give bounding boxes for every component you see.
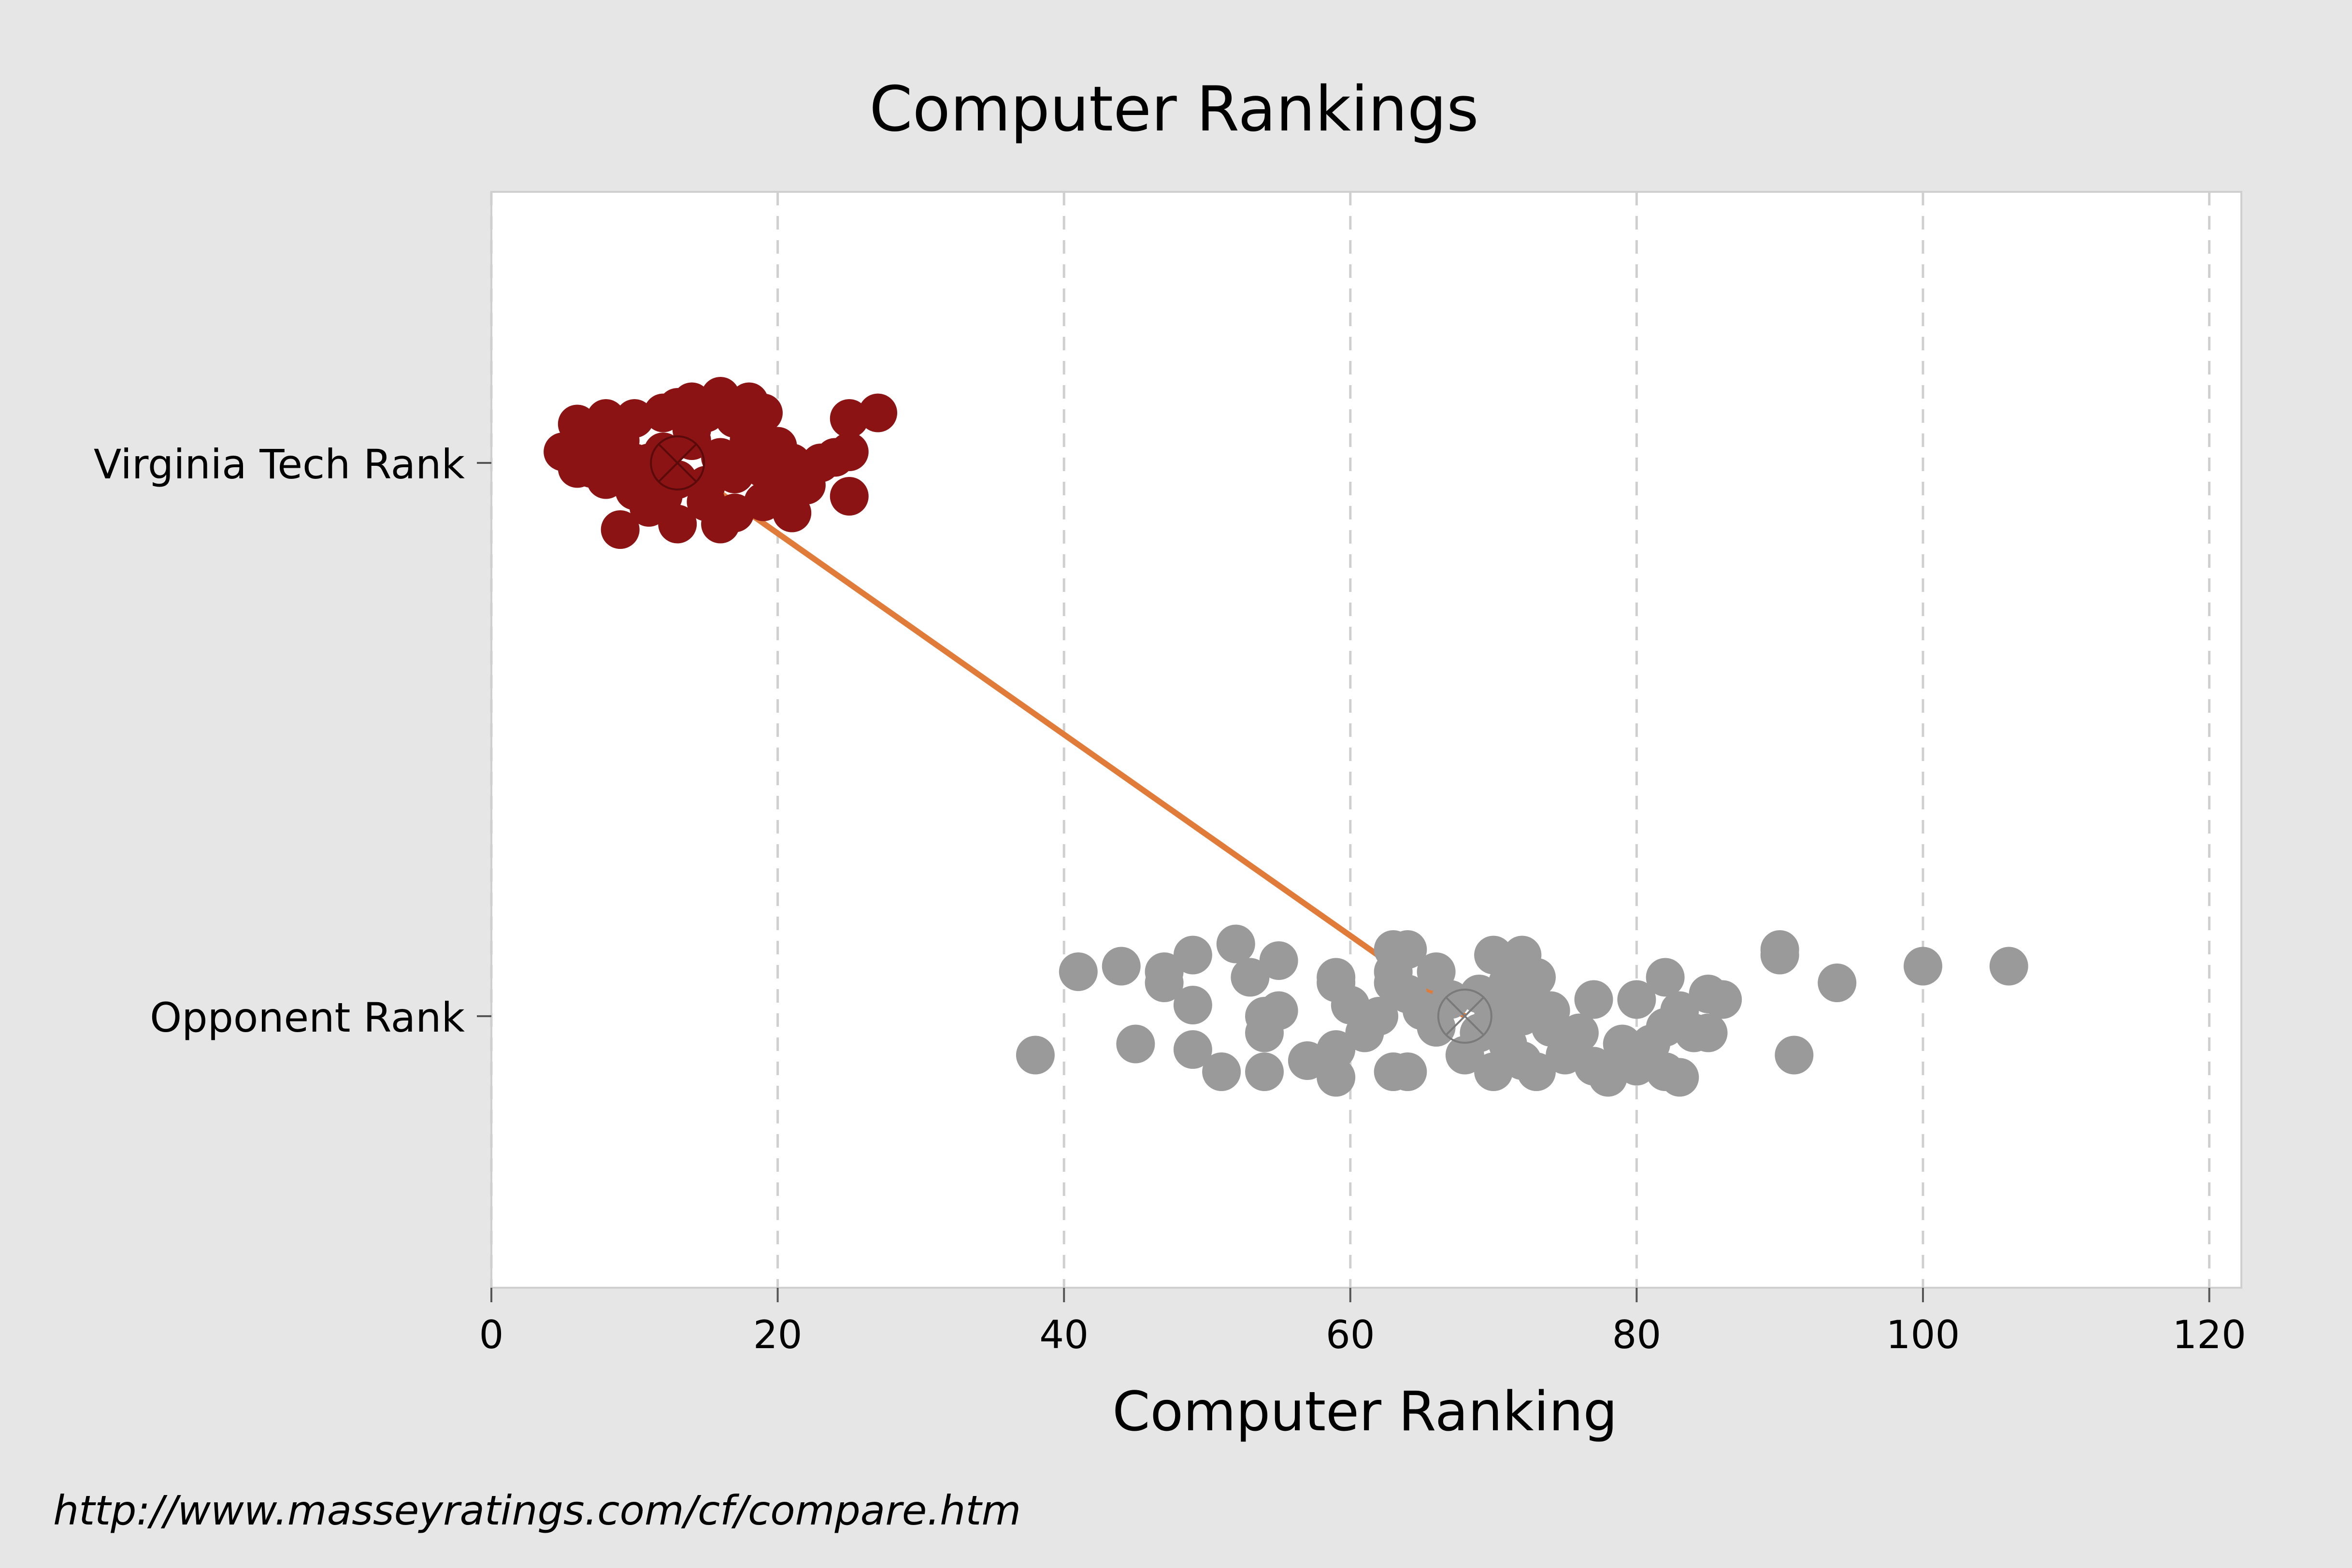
opponent-point-21 [1317,1058,1356,1097]
virginia-tech-point-34 [830,432,869,471]
opponent-point-73 [1818,964,1857,1002]
virginia-tech-mean-marker [650,435,705,490]
x-axis-title: Computer Ranking [1112,1381,1617,1443]
x-axis: 0 20 40 60 80 100 120 [477,462,2246,1357]
virginia-tech-point-37 [859,393,898,432]
opponent-point-75 [1989,947,2028,986]
opponent-point-2 [1102,947,1141,986]
opponent-point-9 [1202,1052,1241,1091]
opponent-point-51 [1531,991,1570,1030]
x-tick-label-80: 80 [1612,1312,1662,1357]
x-tick-label-60: 60 [1326,1312,1375,1357]
x-tick-label-120: 120 [2172,1312,2246,1357]
chart-title: Computer Rankings [869,73,1478,145]
opponent-point-1 [1059,952,1098,991]
x-tick-label-40: 40 [1039,1312,1089,1357]
opponent-point-20 [1317,1030,1356,1069]
opponent-point-69 [1703,980,1742,1019]
opponent-point-11 [1231,958,1270,997]
opponent-point-16 [1259,991,1298,1030]
x-tick-label-20: 20 [753,1312,803,1357]
opponent-point-30 [1388,1052,1427,1091]
virginia-tech-point-35 [830,477,869,516]
opponent-point-53 [1560,1013,1599,1052]
mean-connector-line [675,460,1467,1019]
virginia-tech-point-49 [587,416,626,455]
opponent-point-61 [1646,958,1685,997]
opponent-point-74 [1904,947,1942,986]
x-tick-label-0: 0 [479,1312,504,1357]
source-url: http://www.masseyratings.com/cf/compare.… [53,1487,1021,1534]
opponent-point-65 [1660,1058,1699,1097]
virginia-tech-point-38 [601,510,640,549]
opponent-point-58 [1617,980,1656,1019]
mean-connector [675,460,1467,1019]
opponent-point-5 [1145,952,1184,991]
opponent-point-12 [1245,1052,1284,1091]
mean-markers [650,435,1492,1044]
virginia-tech-point-50 [730,432,769,471]
opponent-point-10 [1216,924,1255,964]
plot-area [490,191,2242,1289]
virginia-tech-point-47 [644,477,683,516]
opponent-point-8 [1173,1030,1212,1069]
opponent-point-72 [1775,1036,1814,1075]
category-label-opponent: Opponent Rank [150,994,465,1041]
grid-lines [490,192,2211,1288]
opponent-point-71 [1760,930,1799,969]
opponent-point-24 [1360,997,1399,1036]
virginia-tech-point-46 [615,444,654,482]
opponent-point-68 [1689,1013,1728,1052]
opponent-point-3 [1116,1024,1155,1064]
x-tick-label-100: 100 [1886,1312,1960,1357]
opponent-point-54 [1574,980,1613,1019]
opponent-point-6 [1173,935,1212,975]
opponent-point-15 [1259,941,1298,980]
opponent-point-0 [1016,1036,1055,1075]
opponent-point-29 [1388,930,1427,969]
opponent-mean-marker [1437,989,1492,1044]
virginia-tech-point-48 [672,410,711,449]
opponent-point-48 [1517,1052,1556,1091]
opponent-point-47 [1517,958,1556,997]
opponent-point-7 [1173,986,1212,1024]
virginia-tech-point-36 [830,399,869,438]
virginia-tech-point-51 [758,471,797,510]
category-label-virginia-tech: Virginia Tech Rank [94,441,465,488]
data-points [544,377,2028,1097]
